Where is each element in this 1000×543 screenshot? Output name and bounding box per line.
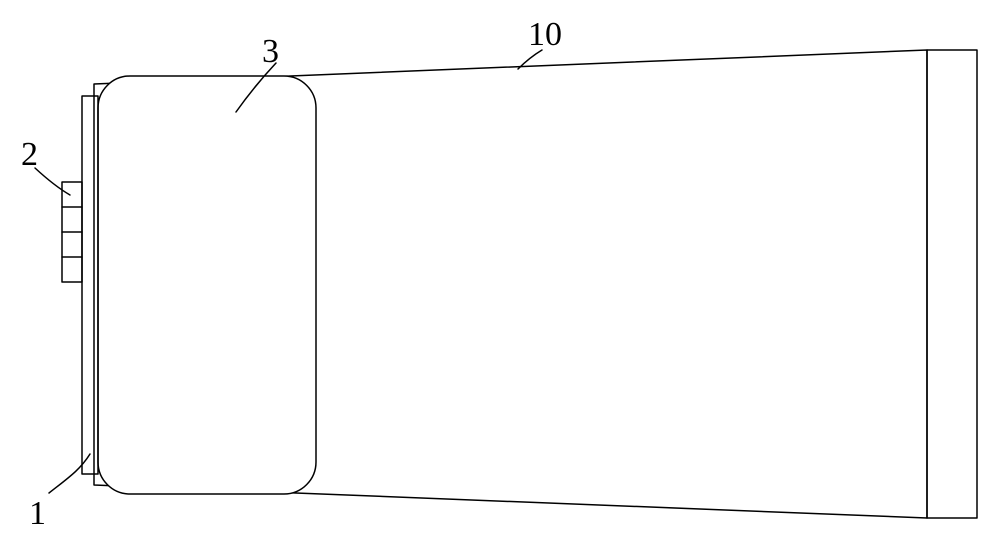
label-2: 2 — [21, 138, 38, 172]
label-1: 1 — [29, 497, 46, 531]
diagram-svg — [0, 0, 1000, 543]
diagram-stage: 1 2 3 10 — [0, 0, 1000, 543]
label-3: 3 — [262, 35, 279, 69]
label-10: 10 — [528, 18, 562, 52]
